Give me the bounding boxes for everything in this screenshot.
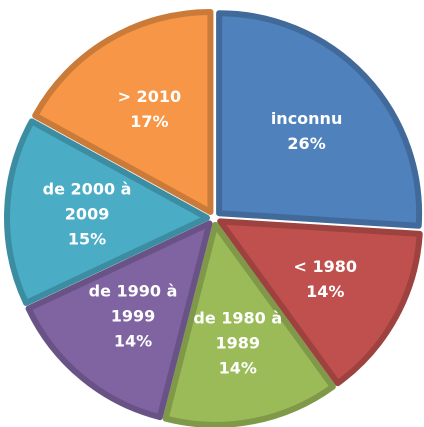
- pie-slice: [162, 221, 336, 427]
- category-label: < 1980: [293, 257, 358, 277]
- category-label: de 1980 à 1989: [193, 308, 283, 353]
- pie-slice: [216, 10, 423, 229]
- slice-label: de 1980 à 1989 14%: [190, 305, 286, 380]
- value-label: 26%: [287, 134, 326, 154]
- category-label: inconnu: [270, 109, 343, 129]
- category-label: de 1990 à 1999: [88, 281, 178, 326]
- pie-slice: [217, 218, 423, 387]
- pie-slice: [25, 220, 213, 421]
- pie-slice: [32, 8, 214, 215]
- pie-slice: [4, 118, 211, 306]
- value-label: 14%: [306, 282, 345, 302]
- slice-label: > 2010 17%: [101, 84, 197, 134]
- value-label: 15%: [67, 229, 107, 249]
- value-label: 17%: [130, 111, 169, 131]
- slice-label: < 1980 14%: [277, 254, 373, 304]
- value-label: 14%: [218, 358, 257, 378]
- slice-label: inconnu 26%: [259, 106, 355, 156]
- category-label: > 2010: [117, 86, 182, 106]
- category-label: de 2000 à 2009: [42, 179, 132, 224]
- slice-label: de 2000 à 2009 15%: [39, 177, 135, 252]
- slice-label: de 1990 à 1999 14%: [85, 278, 181, 353]
- value-label: 14%: [113, 331, 153, 351]
